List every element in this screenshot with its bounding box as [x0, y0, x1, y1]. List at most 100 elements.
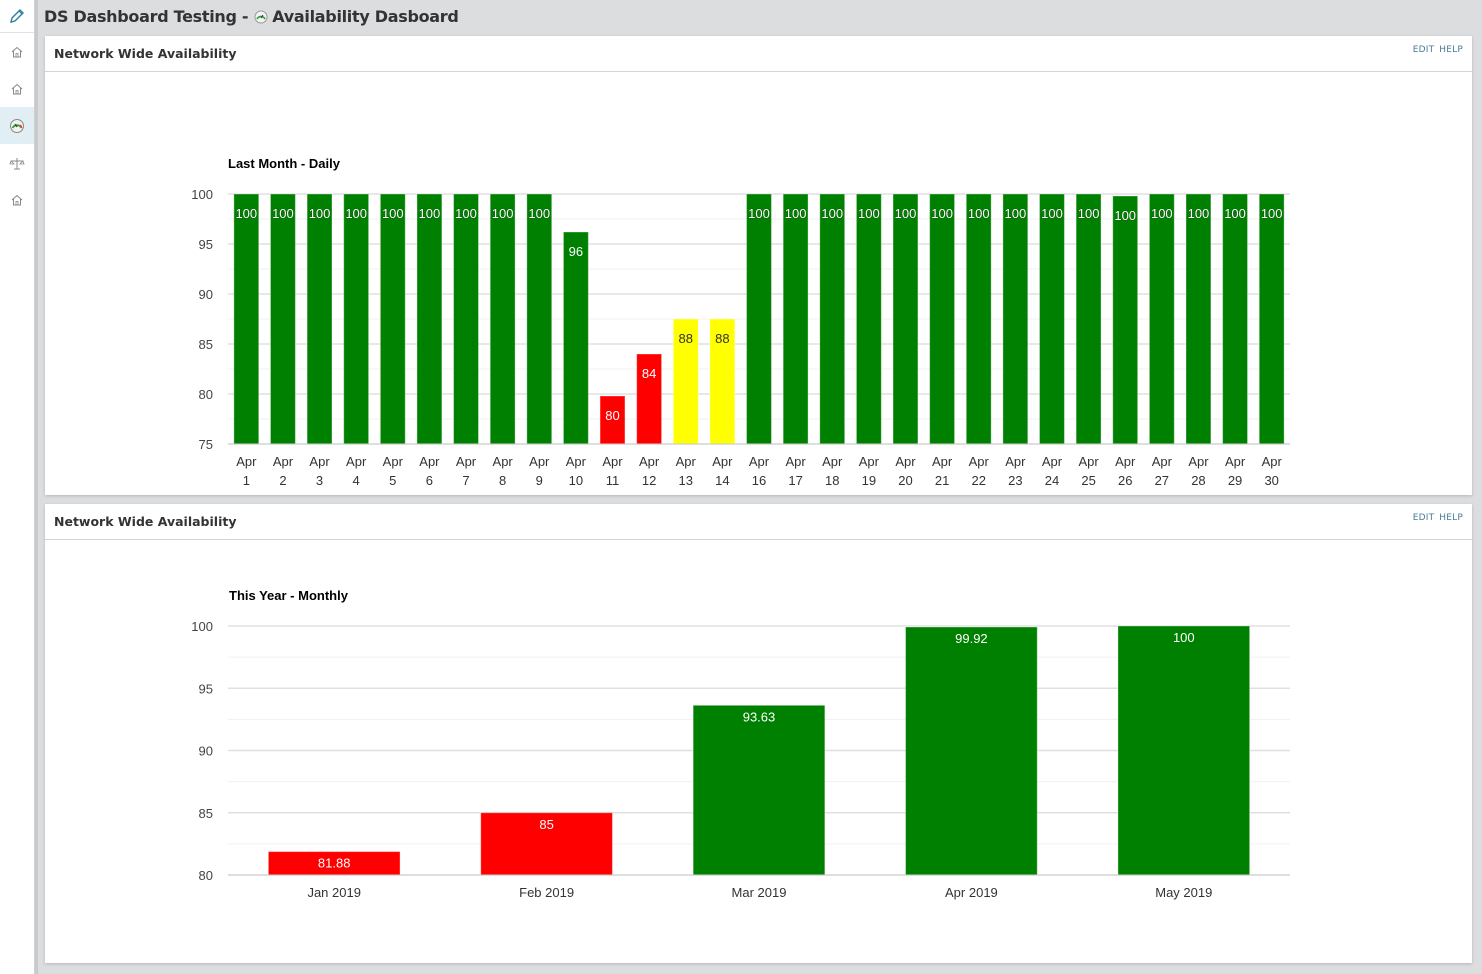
- data-label: 100: [309, 206, 331, 221]
- bar-apr-23[interactable]: [1002, 193, 1029, 445]
- x-tick-label-day: 6: [426, 473, 433, 488]
- data-label: 80: [605, 408, 619, 423]
- sidebar-item-3[interactable]: [0, 107, 34, 144]
- bar-apr-27[interactable]: [1148, 193, 1175, 445]
- x-tick-label-month: Apr: [1005, 454, 1026, 469]
- bar-apr-9[interactable]: [526, 193, 553, 445]
- y-tick-label: 85: [199, 806, 213, 821]
- bar-apr-14[interactable]: [709, 318, 736, 445]
- sidebar-item-5[interactable]: [0, 181, 34, 218]
- x-tick-label-day: 14: [715, 473, 729, 488]
- panel-title: Network Wide Availability: [54, 46, 237, 61]
- x-tick-label: Apr 2019: [945, 885, 998, 900]
- edit-link[interactable]: EDIT: [1412, 45, 1435, 55]
- x-tick-label-month: Apr: [895, 454, 916, 469]
- x-tick-label-day: 10: [569, 473, 583, 488]
- home-icon: [11, 194, 23, 205]
- x-tick-label-day: 24: [1045, 473, 1059, 488]
- sidebar-item-1[interactable]: [0, 33, 34, 70]
- data-label: 100: [1224, 206, 1246, 221]
- x-tick-label-day: 13: [679, 473, 693, 488]
- data-label: 100: [235, 206, 257, 221]
- bar-apr-21[interactable]: [929, 193, 956, 445]
- bar-apr-24[interactable]: [1039, 193, 1065, 445]
- x-tick-label-day: 9: [536, 473, 543, 488]
- data-label: 100: [1078, 206, 1100, 221]
- bar-apr-22[interactable]: [965, 193, 992, 445]
- bar-apr-17[interactable]: [782, 193, 809, 445]
- sidebar-item-4[interactable]: [0, 144, 34, 181]
- x-tick-label-month: Apr: [566, 454, 587, 469]
- y-tick-label: 80: [199, 868, 213, 883]
- bar-apr-16[interactable]: [746, 193, 772, 445]
- x-tick-label-day: 8: [499, 473, 506, 488]
- y-tick-label: 90: [199, 744, 213, 759]
- x-tick-label-day: 29: [1228, 473, 1242, 488]
- bar-apr-28[interactable]: [1185, 193, 1212, 445]
- data-label: 93.63: [743, 709, 776, 724]
- help-link[interactable]: HELP: [1439, 45, 1463, 55]
- data-label: 100: [931, 206, 953, 221]
- x-tick-label-month: Apr: [346, 454, 367, 469]
- page-title-prefix: DS Dashboard Testing -: [44, 7, 249, 26]
- y-tick-label: 100: [191, 619, 213, 634]
- x-tick-label-day: 30: [1264, 473, 1278, 488]
- bar-apr-7[interactable]: [453, 193, 479, 445]
- data-label: 100: [1173, 630, 1195, 645]
- sidebar: [0, 0, 35, 974]
- x-tick-label-month: Apr: [493, 454, 514, 469]
- data-label: 100: [858, 206, 880, 221]
- bar-feb-2019[interactable]: [480, 812, 613, 876]
- data-label: 84: [642, 366, 656, 381]
- gauge-icon: [254, 10, 268, 23]
- bar-apr-5[interactable]: [379, 193, 406, 445]
- bar-apr-1[interactable]: [233, 193, 260, 445]
- data-label: 100: [528, 206, 550, 221]
- x-tick-label-day: 22: [971, 473, 985, 488]
- panel-header: Network Wide Availability EDIT HELP: [45, 36, 1472, 72]
- data-label: 100: [1188, 206, 1210, 221]
- bar-apr-30[interactable]: [1258, 193, 1285, 445]
- bar-apr-19[interactable]: [855, 193, 882, 445]
- x-tick-label-day: 3: [316, 473, 323, 488]
- x-tick-label-day: 7: [462, 473, 469, 488]
- bar-may-2019[interactable]: [1117, 625, 1251, 876]
- y-tick-label: 95: [199, 681, 213, 696]
- bar-apr-6[interactable]: [416, 193, 443, 445]
- data-label: 100: [785, 206, 807, 221]
- x-tick-label-day: 19: [862, 473, 876, 488]
- bar-apr-25[interactable]: [1075, 193, 1102, 445]
- bar-apr-18[interactable]: [819, 193, 846, 445]
- gauge-icon: [10, 118, 24, 133]
- bar-apr-29[interactable]: [1222, 193, 1249, 445]
- bar-apr-26[interactable]: [1112, 195, 1139, 445]
- data-label: 100: [968, 206, 990, 221]
- bar-apr-10[interactable]: [562, 231, 589, 445]
- bar-apr-4[interactable]: [343, 193, 370, 445]
- bar-mar-2019[interactable]: [692, 704, 826, 876]
- edit-button[interactable]: [0, 0, 34, 33]
- x-tick-label-day: 12: [642, 473, 656, 488]
- data-label: 100: [492, 206, 514, 221]
- y-tick-label: 75: [199, 437, 213, 452]
- bar-apr-3[interactable]: [306, 193, 333, 445]
- x-tick-label-day: 27: [1155, 473, 1169, 488]
- data-label: 88: [679, 331, 693, 346]
- x-tick-label-month: Apr: [456, 454, 477, 469]
- data-label: 100: [1041, 206, 1063, 221]
- bar-apr-8[interactable]: [489, 193, 516, 445]
- sidebar-item-2[interactable]: [0, 70, 34, 107]
- data-label: 99.92: [955, 631, 988, 646]
- x-tick-label-month: Apr: [529, 454, 550, 469]
- x-tick-label-month: Apr: [749, 454, 770, 469]
- edit-link[interactable]: EDIT: [1412, 513, 1435, 523]
- x-tick-label-month: Apr: [419, 454, 440, 469]
- panel-title: Network Wide Availability: [54, 514, 237, 529]
- bar-apr-20[interactable]: [892, 193, 919, 445]
- x-tick-label: Jan 2019: [307, 885, 361, 900]
- data-label: 96: [569, 244, 583, 259]
- help-link[interactable]: HELP: [1439, 513, 1463, 523]
- bar-apr-2[interactable]: [269, 193, 296, 445]
- data-label: 88: [715, 331, 729, 346]
- bar-apr-2019[interactable]: [905, 626, 1038, 876]
